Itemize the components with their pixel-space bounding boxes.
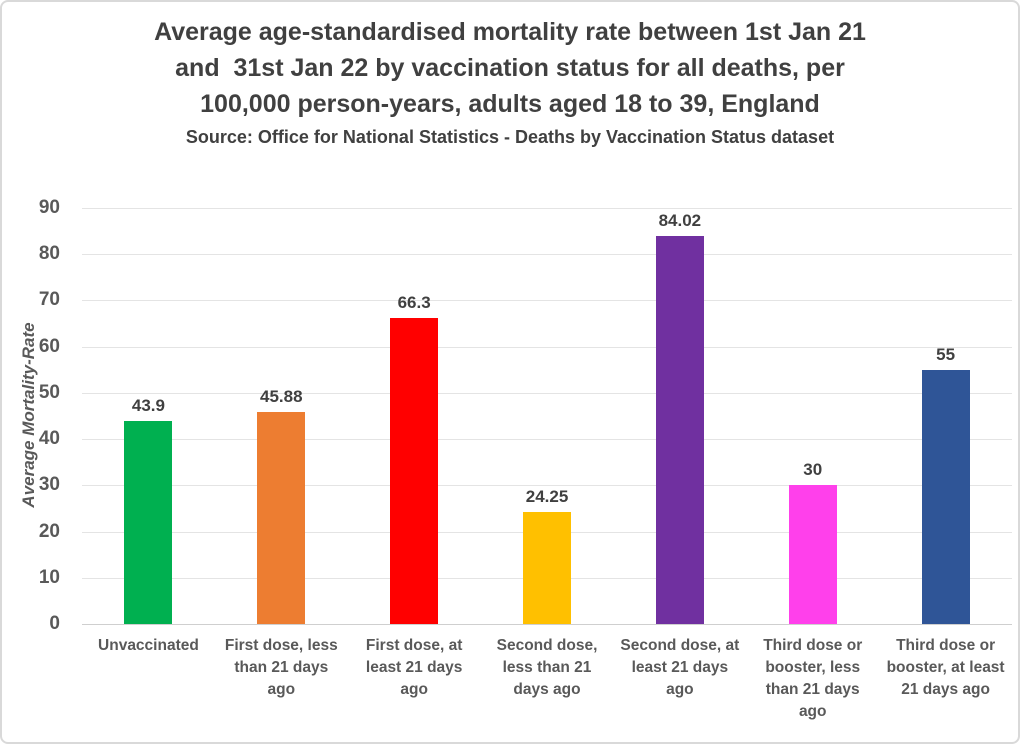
bar-value-label: 24.25 (525, 486, 569, 506)
category-label: Third dose or booster, at least 21 days … (886, 637, 1005, 698)
bar-column-4: 84.02 (613, 208, 746, 624)
bar-value-label: 84.02 (658, 210, 702, 230)
bar (124, 421, 173, 624)
bar-column-0: 43.9 (82, 208, 215, 624)
bar-value-label: 30 (803, 460, 823, 480)
chart-title-line-2: and 31st Jan 22 by vaccination status fo… (175, 54, 845, 82)
gridline-90 (82, 208, 1012, 209)
category-label: Third dose or booster, less than 21 days… (763, 637, 863, 720)
gridline-80 (82, 254, 1012, 256)
bar (390, 317, 439, 624)
y-tick-label-20: 20 (38, 520, 60, 542)
y-tick-label-50: 50 (38, 381, 60, 403)
bar-column-2: 66.3 (348, 208, 481, 624)
y-tick-label-60: 60 (38, 335, 60, 357)
gridline-40 (82, 439, 1012, 441)
bar-value-label: 45.88 (260, 386, 303, 406)
bars: 43.9 45.88 66.3 24.25 84.02 30 55 (82, 208, 1012, 624)
y-tick-label-30: 30 (38, 474, 60, 496)
bar-column-5: 30 (746, 208, 879, 624)
bar-value-label: 66.3 (397, 292, 431, 312)
category-label: First dose, less than 21 days ago (224, 637, 338, 698)
y-tick-label-0: 0 (49, 613, 60, 634)
gridline-60 (82, 346, 1012, 348)
chart-title-line-3: 100,000 person-years, adults aged 18 to … (200, 90, 820, 118)
y-tick-label-10: 10 (38, 566, 60, 588)
bar-column-1: 45.88 (215, 208, 348, 624)
bar-column-6: 55 (879, 208, 1012, 624)
x-axis-category-labels: Unvaccinated First dose, less than 21 day… (82, 635, 1012, 723)
bar (257, 411, 306, 624)
bar-value-label: 55 (936, 344, 956, 364)
category-label: Second dose, at least 21 days ago (620, 637, 740, 698)
y-axis-tick-labels: 0 10 20 30 40 50 60 70 80 90 (2, 197, 70, 634)
chart-title-block: Average age-standardised mortality rate … (2, 14, 1018, 150)
gridline-70 (82, 300, 1012, 302)
category-label: Second dose, less than 21 days ago (496, 637, 598, 698)
y-tick-label-80: 80 (38, 243, 60, 265)
bar (655, 235, 704, 624)
bar (921, 369, 970, 624)
y-tick-label-90: 90 (38, 197, 60, 218)
gridline-30 (82, 485, 1012, 487)
plot-area: 43.9 45.88 66.3 24.25 84.02 30 55 (82, 208, 1012, 625)
category-label: First dose, at least 21 days ago (365, 637, 463, 698)
bar (523, 511, 571, 624)
bar-column-3: 24.25 (481, 208, 614, 624)
gridline-50 (82, 392, 1012, 394)
category-label: Unvaccinated (98, 637, 199, 654)
chart-title-line-1: Average age-standardised mortality rate … (154, 18, 866, 46)
y-tick-label-40: 40 (38, 428, 60, 450)
gridline-0 (82, 624, 1012, 625)
bar-value-label: 43.9 (131, 396, 165, 416)
chart-source-line: Source: Office for National Statistics -… (185, 127, 835, 147)
bar (788, 485, 837, 624)
y-tick-label-70: 70 (38, 289, 60, 311)
